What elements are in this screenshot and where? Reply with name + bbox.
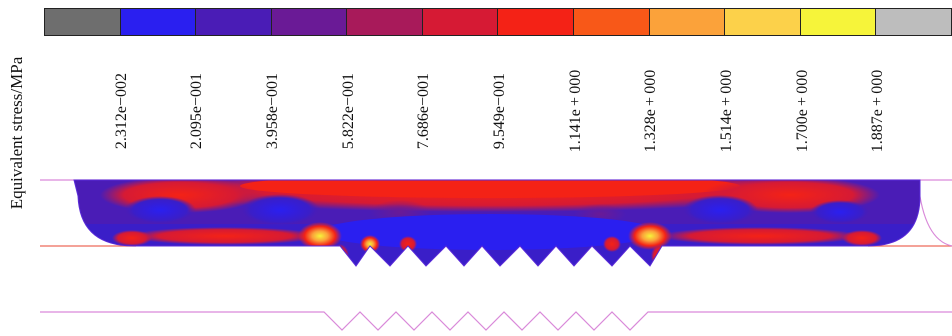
legend-band-9: [725, 9, 801, 35]
legend-band-8: [649, 9, 726, 35]
color-legend-bar: [44, 8, 952, 36]
die-edge-curve: [917, 181, 952, 247]
legend-band-0: [45, 9, 121, 35]
workpiece-outline: [73, 179, 921, 267]
legend-band-1: [120, 9, 197, 35]
workpiece-stress-field: [74, 180, 920, 266]
legend-band-7: [574, 9, 650, 35]
legend-band-11: [876, 9, 951, 35]
legend-band-6: [498, 9, 575, 35]
legend-band-10: [800, 9, 877, 35]
legend-band-4: [347, 9, 423, 35]
legend-band-2: [196, 9, 272, 35]
legend-band-3: [271, 9, 348, 35]
lower-die-profile: [40, 311, 952, 331]
legend-band-5: [422, 9, 499, 35]
